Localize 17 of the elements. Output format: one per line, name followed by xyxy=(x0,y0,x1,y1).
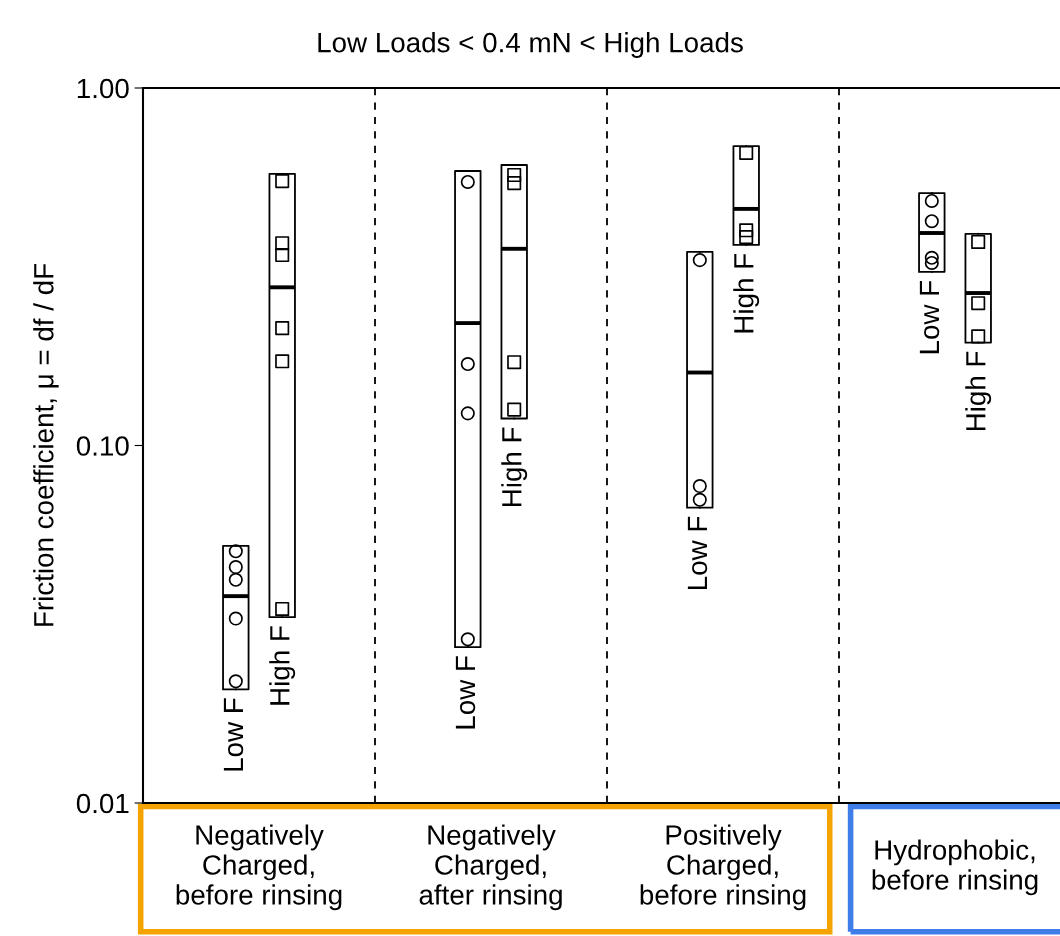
x-tick-label: Low F xyxy=(919,280,940,354)
x-tick-label: High F xyxy=(501,427,528,506)
text: Hydrophobic, before rinsing xyxy=(872,839,1038,896)
y-axis-title: Friction coefficient, μ = df / dF xyxy=(33,264,59,626)
y-tick-label: 0.01 xyxy=(76,793,129,814)
text: Negatively Charged, after rinsing xyxy=(419,824,562,911)
x-tick-label: High F xyxy=(733,253,760,333)
y-tick-label: 0.10 xyxy=(76,436,129,456)
chart-title: Low Loads < 0.4 mN < High Loads xyxy=(318,32,743,58)
x-tick-label: Low F xyxy=(687,516,708,589)
text: Negatively Charged, before rinsing xyxy=(176,824,342,911)
x-tick-label: Low F xyxy=(455,656,476,729)
text: Positively Charged, before rinsing xyxy=(640,824,806,911)
y-tick-label: 1.00 xyxy=(77,78,129,99)
x-tick-label: High F xyxy=(269,626,296,705)
x-tick-label: Low F xyxy=(223,698,244,771)
x-tick-label: High F xyxy=(965,351,992,431)
